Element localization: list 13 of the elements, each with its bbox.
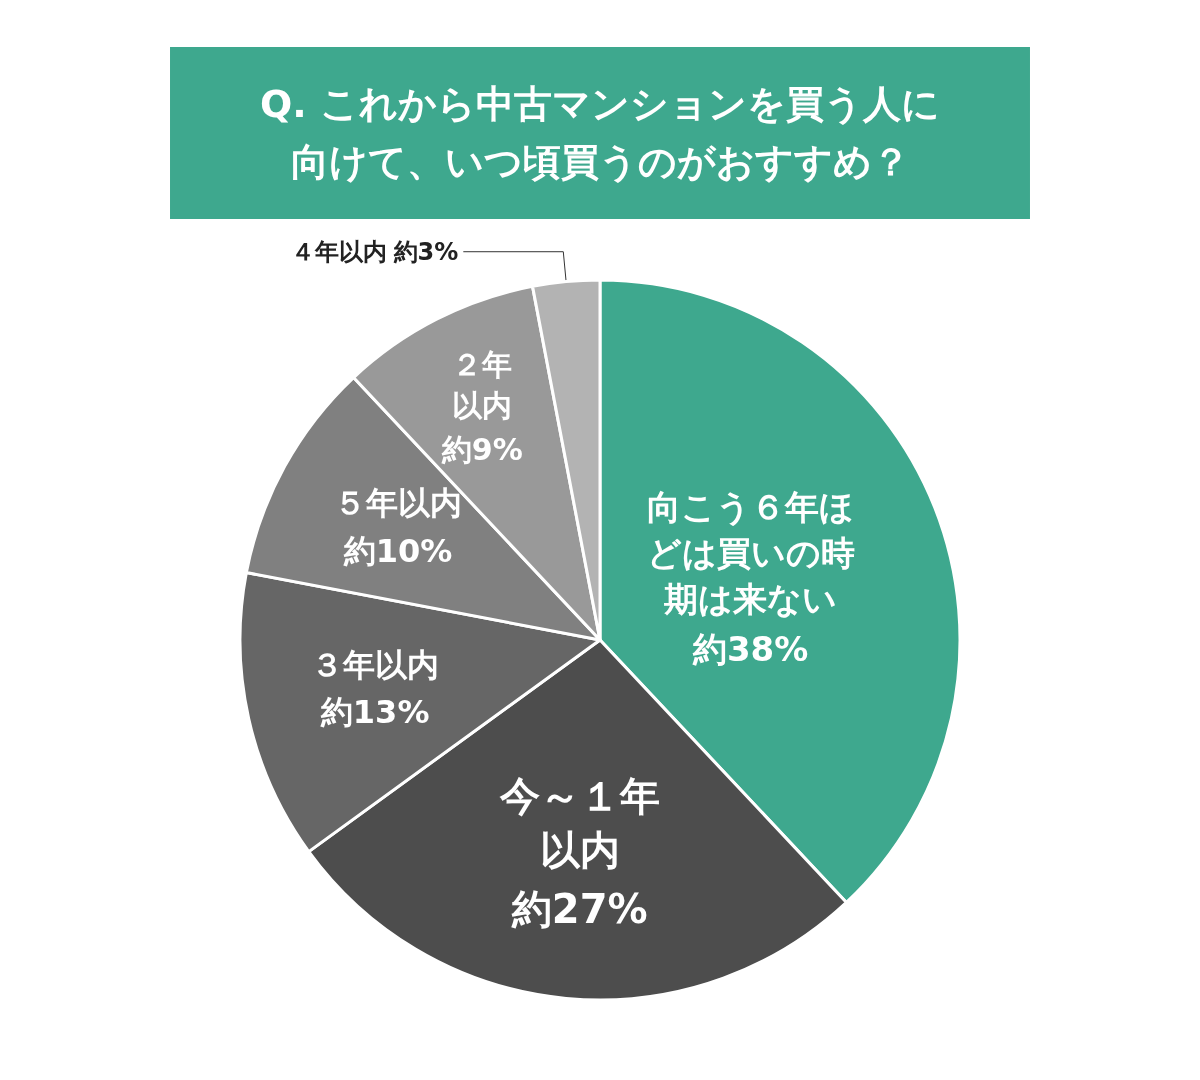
slice-label: 向こう６年ほどは買いの時期は来ない xyxy=(646,487,855,620)
slice-label: ５年以内 xyxy=(334,484,463,523)
slice-label: ４年以内 xyxy=(290,237,387,266)
data-label: 約27% xyxy=(510,886,648,933)
data-label: 約3% xyxy=(392,237,459,266)
data-label: 約38% xyxy=(691,629,809,670)
slice-label: ２年以内 xyxy=(452,347,513,423)
slice-label: ３年以内 xyxy=(311,645,440,684)
data-label: 約13% xyxy=(319,692,430,731)
data-label: 約9% xyxy=(440,432,523,468)
chart-title: Q. これから中古マンションを買う人に向けて、いつ頃買うのがおすすめ？ xyxy=(260,82,940,184)
data-label: 約10% xyxy=(342,531,453,570)
slice-label: 今～１年以内 xyxy=(498,773,660,874)
